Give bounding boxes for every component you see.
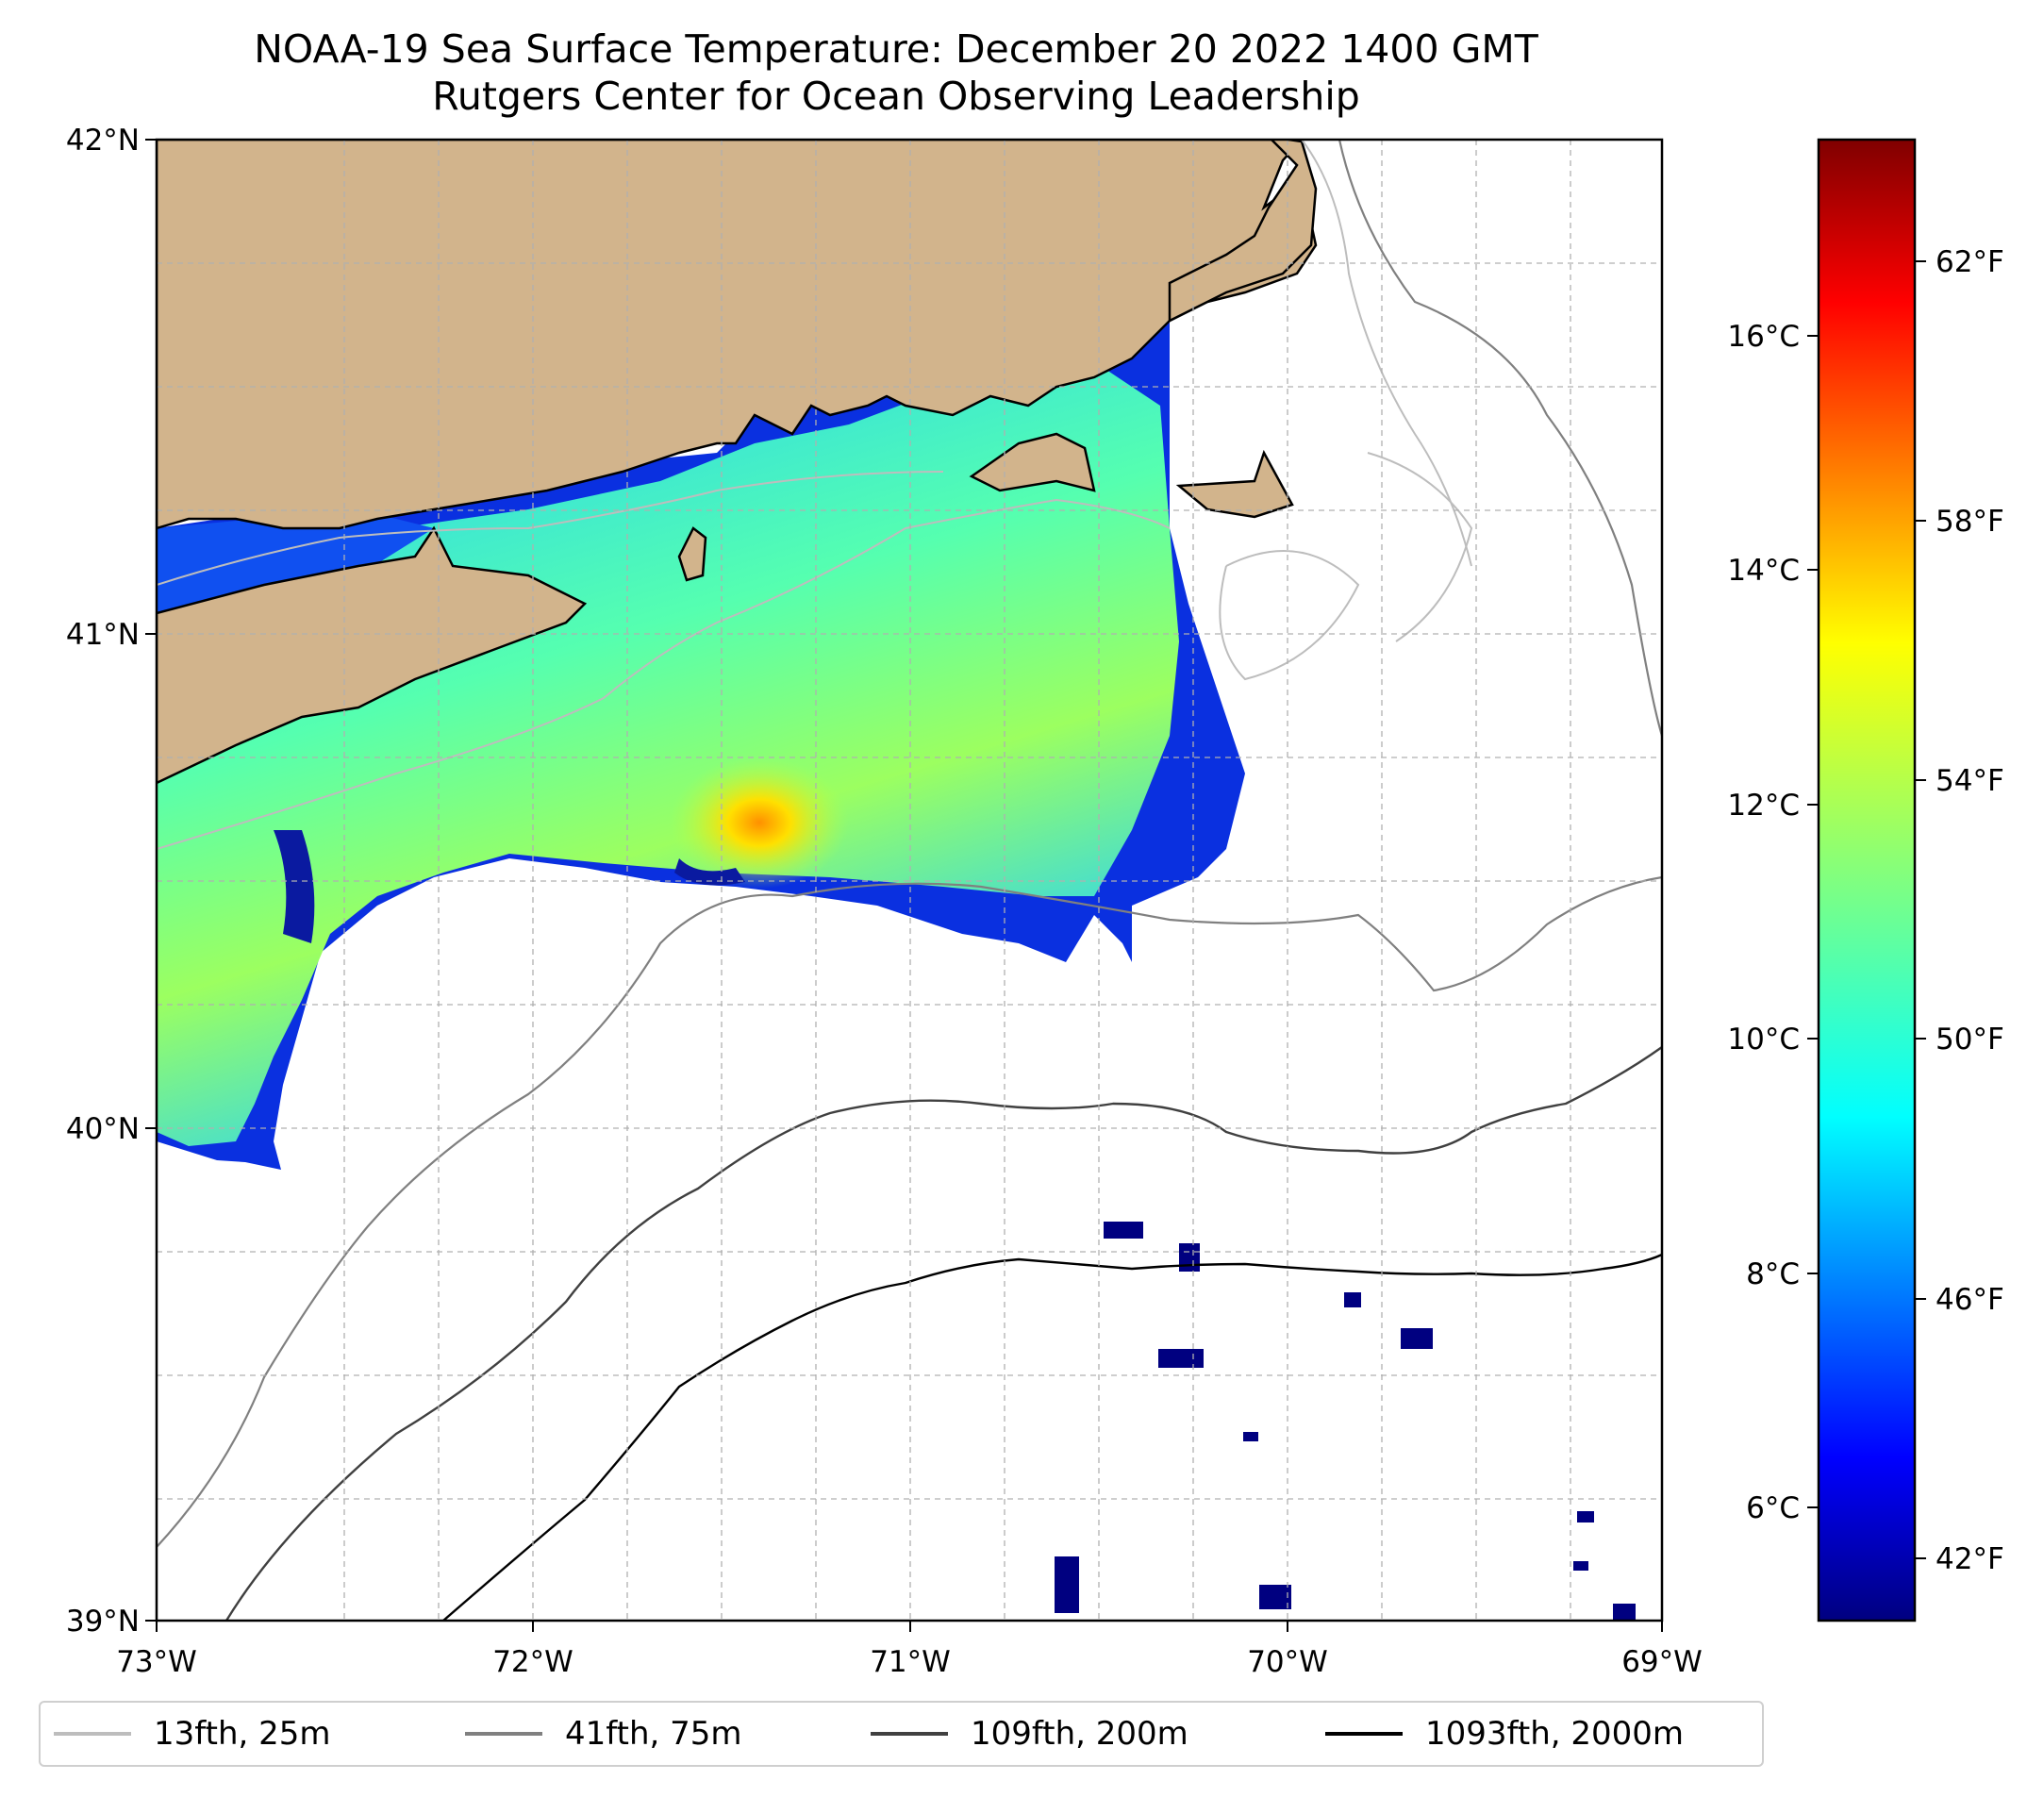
colorbar-f-label-46: 46°F bbox=[1936, 1283, 2004, 1317]
colorbar-c-label-8: 8°C bbox=[1746, 1257, 1800, 1291]
chart-subtitle: Rutgers Center for Ocean Observing Leade… bbox=[432, 74, 1360, 119]
legend-line-25m bbox=[54, 1732, 131, 1736]
colorbar-gradient bbox=[1817, 138, 1917, 1622]
colorbar-f-label-42: 42°F bbox=[1936, 1542, 2004, 1576]
lon-label-73w: 73°W bbox=[116, 1645, 197, 1679]
lat-label-39n: 39°N bbox=[66, 1605, 140, 1639]
colorbar-f-label-62: 62°F bbox=[1936, 245, 2004, 279]
legend-item-2000m: 1093fth, 2000m bbox=[1325, 1703, 1684, 1765]
legend-line-200m bbox=[871, 1732, 948, 1736]
legend-item-200m: 109fth, 200m bbox=[871, 1703, 1188, 1765]
isobath-25m bbox=[157, 140, 1473, 850]
colorbar-f-label-50: 50°F bbox=[1936, 1023, 2004, 1057]
isobath-2000m bbox=[442, 1253, 1662, 1621]
colorbar: 16°C 14°C 12°C 10°C 8°C 6°C 62°F 58°F 54… bbox=[1727, 138, 2004, 1622]
colorbar-f-label-54: 54°F bbox=[1936, 764, 2004, 798]
colorbar-c-label-12: 12°C bbox=[1727, 789, 1800, 823]
longitude-labels: 73°W 72°W 71°W 70°W 69°W bbox=[116, 1645, 1703, 1679]
legend-item-25m: 13fth, 25m bbox=[54, 1703, 331, 1765]
lon-label-69w: 69°W bbox=[1621, 1645, 1703, 1679]
colorbar-c-label-6: 6°C bbox=[1746, 1491, 1800, 1525]
colorbar-c-label-10: 10°C bbox=[1727, 1023, 1800, 1057]
land bbox=[157, 140, 1318, 785]
legend-label-2000m: 1093fth, 2000m bbox=[1425, 1715, 1685, 1753]
lat-label-41n: 41°N bbox=[66, 618, 140, 652]
latitude-labels: 42°N 41°N 40°N 39°N bbox=[66, 124, 140, 1639]
colorbar-c-label-14: 14°C bbox=[1727, 554, 1800, 588]
lat-label-42n: 42°N bbox=[66, 124, 140, 158]
gridlines bbox=[157, 140, 1662, 1621]
legend-line-2000m bbox=[1325, 1732, 1403, 1736]
colorbar-c-label-16: 16°C bbox=[1727, 320, 1800, 354]
legend-item-75m: 41fth, 75m bbox=[465, 1703, 742, 1765]
lat-label-40n: 40°N bbox=[66, 1112, 140, 1146]
colorbar-f-label-58: 58°F bbox=[1936, 505, 2004, 539]
isobath-legend: 13fth, 25m 41fth, 75m 109fth, 200m 1093f… bbox=[39, 1701, 1764, 1767]
legend-line-75m bbox=[465, 1732, 542, 1736]
axis-ticks bbox=[145, 139, 1663, 1632]
lon-label-72w: 72°W bbox=[492, 1645, 573, 1679]
map-panel bbox=[157, 140, 1662, 1621]
isobath-200m bbox=[224, 1046, 1662, 1621]
legend-label-75m: 41fth, 75m bbox=[565, 1715, 742, 1753]
legend-label-200m: 109fth, 200m bbox=[971, 1715, 1188, 1753]
chart-title: NOAA-19 Sea Surface Temperature: Decembe… bbox=[254, 26, 1538, 72]
lon-label-71w: 71°W bbox=[870, 1645, 951, 1679]
legend-label-25m: 13fth, 25m bbox=[154, 1715, 331, 1753]
lon-label-70w: 70°W bbox=[1247, 1645, 1328, 1679]
